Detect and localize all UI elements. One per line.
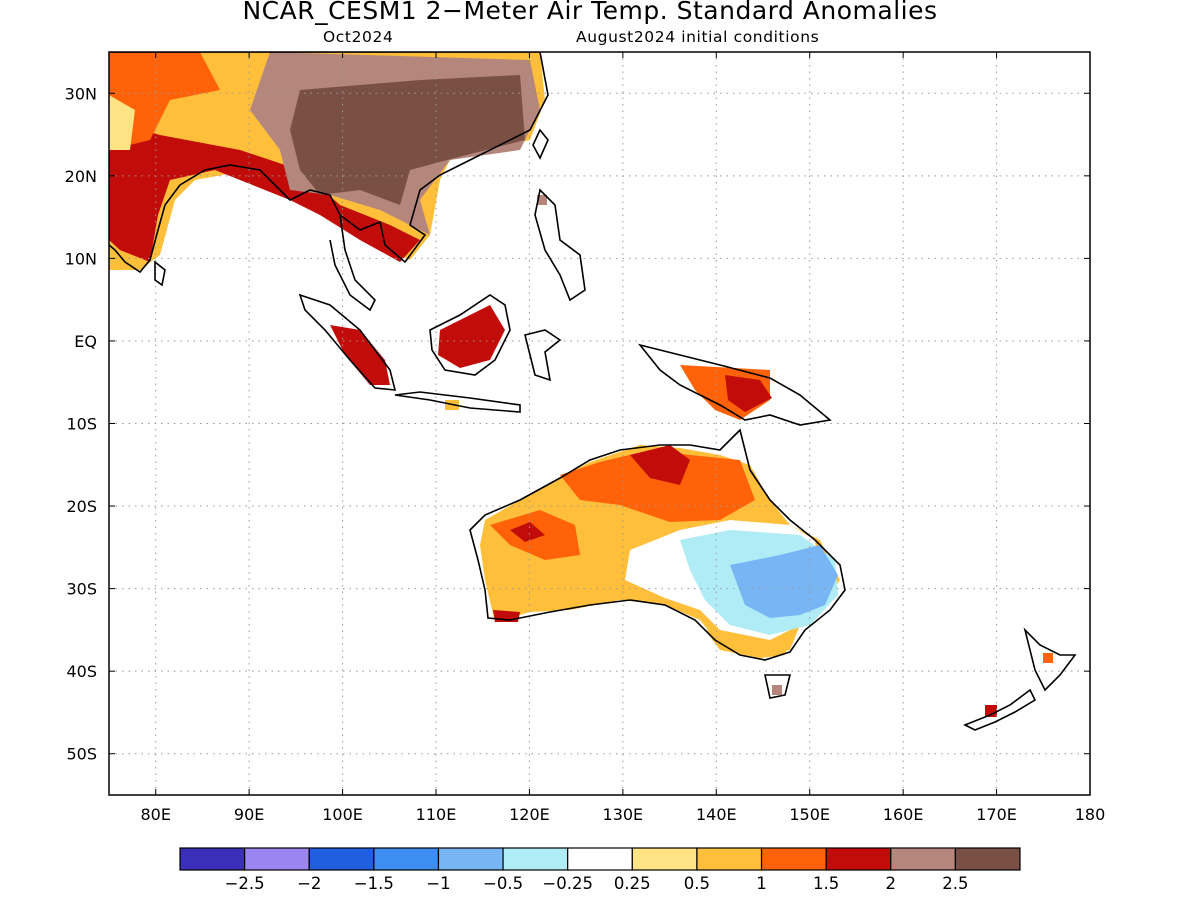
legend-color-box <box>567 847 633 871</box>
lon-label: 160E <box>883 805 924 824</box>
australia-red-north <box>630 445 690 485</box>
legend-label: −1.5 <box>354 874 394 893</box>
lat-label: 30S <box>66 580 97 599</box>
legend-label: −2.5 <box>225 874 265 893</box>
legend-label: −0.25 <box>542 874 593 893</box>
anomaly-shading <box>109 52 1053 717</box>
map-title: NCAR_CESM1 2−Meter Air Temp. Standard An… <box>242 0 938 25</box>
australia-cool-medium <box>730 545 838 618</box>
australia-southeast-warm <box>705 630 790 658</box>
borneo-coastline <box>429 294 511 376</box>
legend-color-box <box>437 847 504 871</box>
lat-label: 10S <box>66 415 97 434</box>
legend-boxes <box>179 847 1021 871</box>
forecast-month: Oct2024 <box>323 28 394 46</box>
initial-conditions-label: August2024 initial conditions <box>576 28 820 46</box>
australia-orange-north <box>560 450 755 522</box>
lon-label: 180 <box>1075 805 1106 824</box>
lon-label: 130E <box>603 805 644 824</box>
malay-peninsula-coastline <box>329 214 376 312</box>
new-zealand-south-coastline <box>963 688 1037 731</box>
asia-cream-spot <box>109 95 135 150</box>
lat-label: 40S <box>66 662 97 681</box>
legend-label: 2.5 <box>942 874 968 893</box>
legend-color-box <box>825 847 892 871</box>
sumatra-coastline <box>298 293 397 391</box>
legend-color-box <box>244 847 310 871</box>
coastlines <box>109 52 1077 731</box>
australia-red-west <box>510 522 545 542</box>
lon-label: 150E <box>789 805 830 824</box>
nz-south-anomaly <box>985 705 997 717</box>
lon-label: 140E <box>696 805 737 824</box>
legend-color-box <box>631 847 698 871</box>
legend-label: −0.5 <box>483 874 523 893</box>
latitude-labels: 30N 20N 10N EQ 10S 20S 30S 40S 50S <box>65 84 97 763</box>
longitude-labels: 80E 90E 100E 110E 120E 130E 140E 150E 160E 170E 18… <box>140 805 1105 824</box>
legend-label: 0.5 <box>684 874 710 893</box>
asia-dark-brown-region <box>290 75 525 205</box>
legend-label: −1 <box>426 874 450 893</box>
axis-ticks <box>109 52 1091 795</box>
lat-label: 20N <box>65 167 97 186</box>
tasmania-anomaly <box>772 685 782 695</box>
legend-label: −2 <box>297 874 321 893</box>
legend-label: 1.5 <box>813 874 839 893</box>
legend-color-box <box>954 847 1021 871</box>
borneo-anomaly <box>438 305 505 368</box>
taiwan-coastline <box>532 128 549 160</box>
lat-label: EQ <box>74 332 97 351</box>
lon-label: 170E <box>976 805 1017 824</box>
legend-color-box <box>179 847 246 871</box>
lat-label: 20S <box>66 497 97 516</box>
asia-orange-region <box>109 52 220 150</box>
lon-label: 80E <box>140 805 170 824</box>
asia-coastline <box>109 52 549 274</box>
new-guinea-coastline <box>637 343 832 426</box>
lat-label: 10N <box>65 249 97 268</box>
lon-label: 90E <box>234 805 264 824</box>
lon-label: 110E <box>416 805 457 824</box>
sulawesi-coastline <box>524 329 562 382</box>
sri-lanka-coastline <box>154 260 166 287</box>
lon-label: 100E <box>322 805 363 824</box>
new-guinea-strong <box>725 375 772 412</box>
legend-color-box <box>502 847 569 871</box>
legend-label: 0.25 <box>614 874 651 893</box>
legend-color-box <box>760 847 827 871</box>
nz-north-anomaly <box>1043 653 1053 663</box>
legend-label: 1 <box>756 874 767 893</box>
tasmania-coastline <box>764 674 792 699</box>
legend-label: 2 <box>886 874 897 893</box>
legend-color-box <box>696 847 763 871</box>
new-zealand-north-coastline <box>1023 627 1077 692</box>
lon-label: 120E <box>509 805 550 824</box>
australia-coastline <box>469 428 846 661</box>
legend-color-box <box>890 847 956 871</box>
java-coastline <box>394 391 521 413</box>
lat-label: 30N <box>65 84 97 103</box>
lat-label: 50S <box>66 745 97 764</box>
legend-color-box <box>373 847 440 871</box>
legend-labels: −2.5 −2 −1.5 −1 −0.5 −0.25 0.25 0.5 1 1.5 2 2.5 <box>225 874 969 893</box>
philippines-coastline <box>534 188 586 302</box>
sumatra-anomaly <box>330 325 390 385</box>
philippines-anomaly <box>537 195 547 205</box>
legend-color-box <box>308 847 375 871</box>
